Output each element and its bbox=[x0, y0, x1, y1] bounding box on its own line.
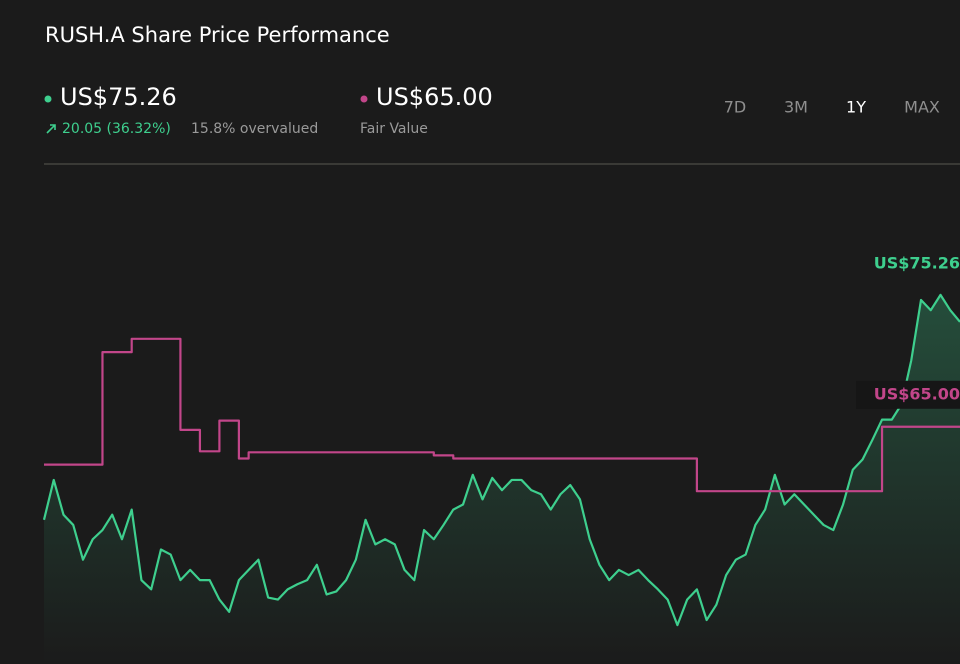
price-line bbox=[42, 293, 960, 627]
price-dot bbox=[44, 95, 52, 103]
end-label: US$75.26 bbox=[874, 253, 960, 272]
fair-value-line bbox=[44, 337, 960, 493]
fair-value: US$65.00 bbox=[376, 83, 493, 111]
end-label: US$65.00 bbox=[874, 384, 960, 403]
range-button[interactable]: 7D bbox=[724, 98, 747, 117]
range-button[interactable]: 1Y bbox=[846, 98, 866, 117]
title: RUSH.A Share Price Performance bbox=[45, 23, 390, 47]
range-buttons: 7D 3M 1Y MAX bbox=[724, 98, 940, 117]
range-button[interactable]: MAX bbox=[904, 98, 940, 117]
plot: US$75.26 US$65.00 bbox=[42, 253, 960, 664]
fair-value-dot bbox=[360, 95, 368, 103]
price: US$75.26 bbox=[60, 83, 177, 111]
end-label-bg bbox=[856, 380, 960, 409]
price-area bbox=[44, 294, 960, 664]
valuation: 15.8% overvalued bbox=[191, 121, 318, 137]
range-button[interactable]: 3M bbox=[784, 98, 808, 117]
up-arrow bbox=[46, 124, 56, 134]
fair-value-label: Fair Value bbox=[360, 121, 428, 137]
price-change: 20.05 (36.32%) bbox=[62, 121, 171, 137]
